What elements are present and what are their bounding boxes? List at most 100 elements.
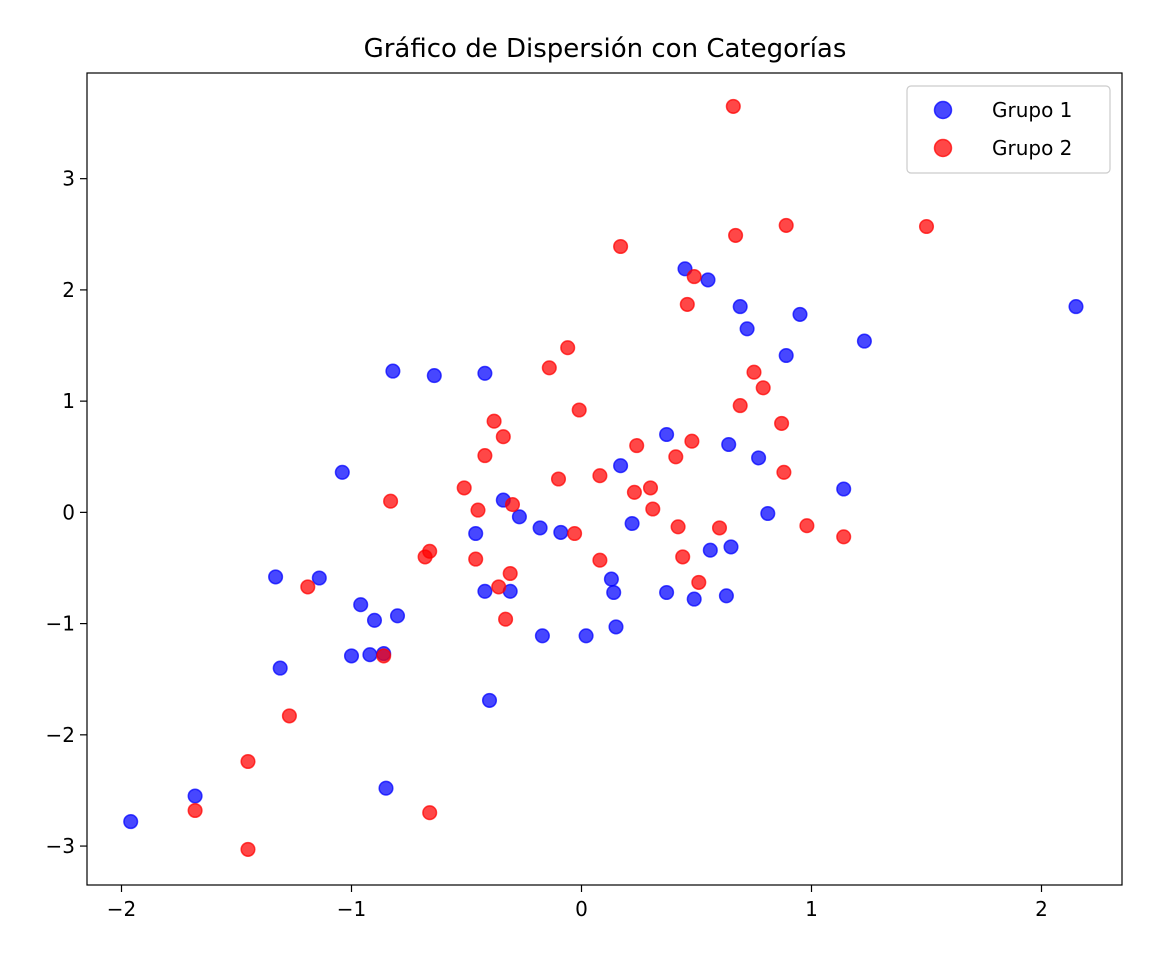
data-point-grupo-1-7	[353, 597, 369, 613]
data-point-grupo-1-47	[856, 333, 872, 349]
data-point-grupo-1-45	[792, 306, 808, 322]
data-point-grupo-2-41	[728, 227, 744, 243]
data-point-grupo-1-16	[477, 365, 493, 381]
data-point-grupo-2-37	[686, 269, 702, 285]
data-point-grupo-2-50	[918, 218, 935, 235]
data-point-grupo-1-46	[836, 481, 852, 497]
x-tick-label: 2	[1035, 897, 1048, 921]
x-tick-label: −2	[107, 897, 136, 921]
data-point-grupo-2-16	[495, 429, 511, 445]
data-point-grupo-2-44	[755, 380, 771, 396]
data-point-grupo-2-12	[470, 502, 486, 518]
y-tick-label: −3	[46, 834, 75, 858]
data-point-grupo-2-38	[691, 574, 707, 590]
data-point-grupo-2-43	[746, 364, 762, 380]
data-point-grupo-1-0	[123, 814, 139, 830]
data-point-grupo-1-3	[272, 660, 288, 676]
data-point-grupo-1-17	[477, 583, 493, 599]
data-point-grupo-2-24	[571, 402, 587, 418]
data-point-grupo-2-4	[300, 579, 316, 595]
data-point-grupo-2-35	[679, 296, 695, 312]
legend-label-grupo-2: Grupo 2	[992, 136, 1072, 160]
data-point-grupo-1-27	[606, 584, 622, 601]
legend-marker-grupo-2	[933, 138, 953, 158]
data-point-grupo-2-20	[541, 360, 557, 376]
data-point-grupo-2-31	[645, 501, 661, 517]
data-point-grupo-2-14	[486, 413, 502, 429]
y-tick-label: 3	[62, 167, 75, 191]
data-point-grupo-1-31	[659, 426, 675, 443]
data-point-grupo-2-34	[675, 549, 691, 565]
data-point-grupo-2-28	[626, 484, 642, 500]
y-axis: −3 −2 −1 0 1 2 3	[46, 167, 87, 858]
data-point-grupo-1-9	[366, 612, 383, 628]
data-point-grupo-2-47	[778, 217, 794, 233]
data-point-grupo-2-39	[711, 520, 728, 536]
data-point-grupo-1-44	[778, 347, 794, 364]
data-point-grupo-2-10	[456, 480, 472, 496]
data-point-grupo-1-25	[578, 628, 594, 644]
data-point-grupo-1-2	[268, 569, 284, 585]
data-point-grupo-2-13	[477, 448, 493, 464]
legend-box	[906, 85, 1111, 174]
data-point-grupo-1-18	[481, 692, 498, 708]
y-tick-label: 0	[62, 500, 75, 524]
data-point-grupo-1-24	[553, 524, 569, 540]
data-point-grupo-1-34	[686, 591, 702, 607]
data-point-grupo-1-39	[723, 539, 739, 555]
data-point-grupo-1-42	[751, 450, 767, 466]
data-point-grupo-1-38	[721, 436, 737, 453]
data-point-grupo-2-17	[498, 611, 514, 627]
data-point-grupo-1-43	[760, 505, 776, 522]
data-point-grupo-1-22	[532, 520, 548, 536]
data-point-grupo-1-28	[608, 619, 624, 635]
data-point-grupo-1-32	[659, 584, 675, 601]
data-point-grupo-1-30	[624, 515, 640, 532]
x-tick-label: 0	[575, 897, 588, 921]
legend-marker-grupo-1	[933, 100, 953, 120]
data-point-grupo-1-36	[702, 542, 718, 558]
data-point-grupo-1-26	[603, 571, 619, 587]
data-point-grupo-2-3	[281, 708, 297, 724]
data-point-grupo-2-30	[642, 480, 659, 496]
data-point-grupo-2-46	[776, 464, 792, 480]
legend: Grupo 1 Grupo 2	[906, 85, 1111, 174]
data-point-grupo-2-1	[240, 753, 256, 770]
data-point-grupo-1-1	[187, 788, 203, 804]
data-point-grupo-1-15	[468, 525, 484, 542]
data-point-grupo-2-32	[668, 449, 684, 465]
data-point-grupo-2-19	[504, 497, 521, 513]
data-point-grupo-2-22	[560, 340, 576, 356]
data-point-grupo-2-11	[468, 551, 484, 567]
legend-label-grupo-1: Grupo 1	[992, 98, 1072, 122]
data-point-grupo-1-21	[511, 509, 527, 525]
data-point-grupo-1-11	[378, 780, 394, 796]
data-point-grupo-2-33	[670, 519, 686, 535]
data-point-grupo-2-48	[799, 518, 815, 534]
data-point-grupo-2-26	[592, 468, 608, 484]
data-point-grupo-2-49	[836, 529, 852, 545]
data-point-grupo-2-6	[383, 493, 399, 509]
chart-title: Gráfico de Dispersión con Categorías	[364, 34, 847, 64]
data-point-grupo-2-9	[422, 805, 438, 821]
data-point-grupo-2-18	[502, 565, 518, 582]
data-point-grupo-2-29	[629, 438, 645, 454]
data-point-grupo-2-21	[550, 471, 567, 487]
data-point-grupo-2-5	[376, 648, 392, 664]
plot-frame	[86, 72, 1123, 886]
data-point-grupo-2-8	[422, 543, 438, 559]
x-tick-label: 1	[805, 897, 818, 921]
data-point-grupo-2-45	[774, 415, 790, 431]
data-point-grupo-2-42	[732, 398, 748, 414]
data-point-grupo-2-36	[684, 433, 700, 449]
data-point-grupo-1-12	[385, 363, 401, 379]
data-point-grupo-1-37	[718, 588, 734, 604]
x-tick-label: −1	[337, 897, 366, 921]
data-point-grupo-1-29	[613, 458, 629, 474]
data-point-grupo-1-48	[1068, 299, 1084, 315]
data-point-grupo-2-15	[491, 579, 507, 595]
data-point-grupo-1-6	[343, 648, 360, 664]
points-layer	[123, 98, 1084, 857]
y-tick-label: −1	[46, 612, 75, 636]
